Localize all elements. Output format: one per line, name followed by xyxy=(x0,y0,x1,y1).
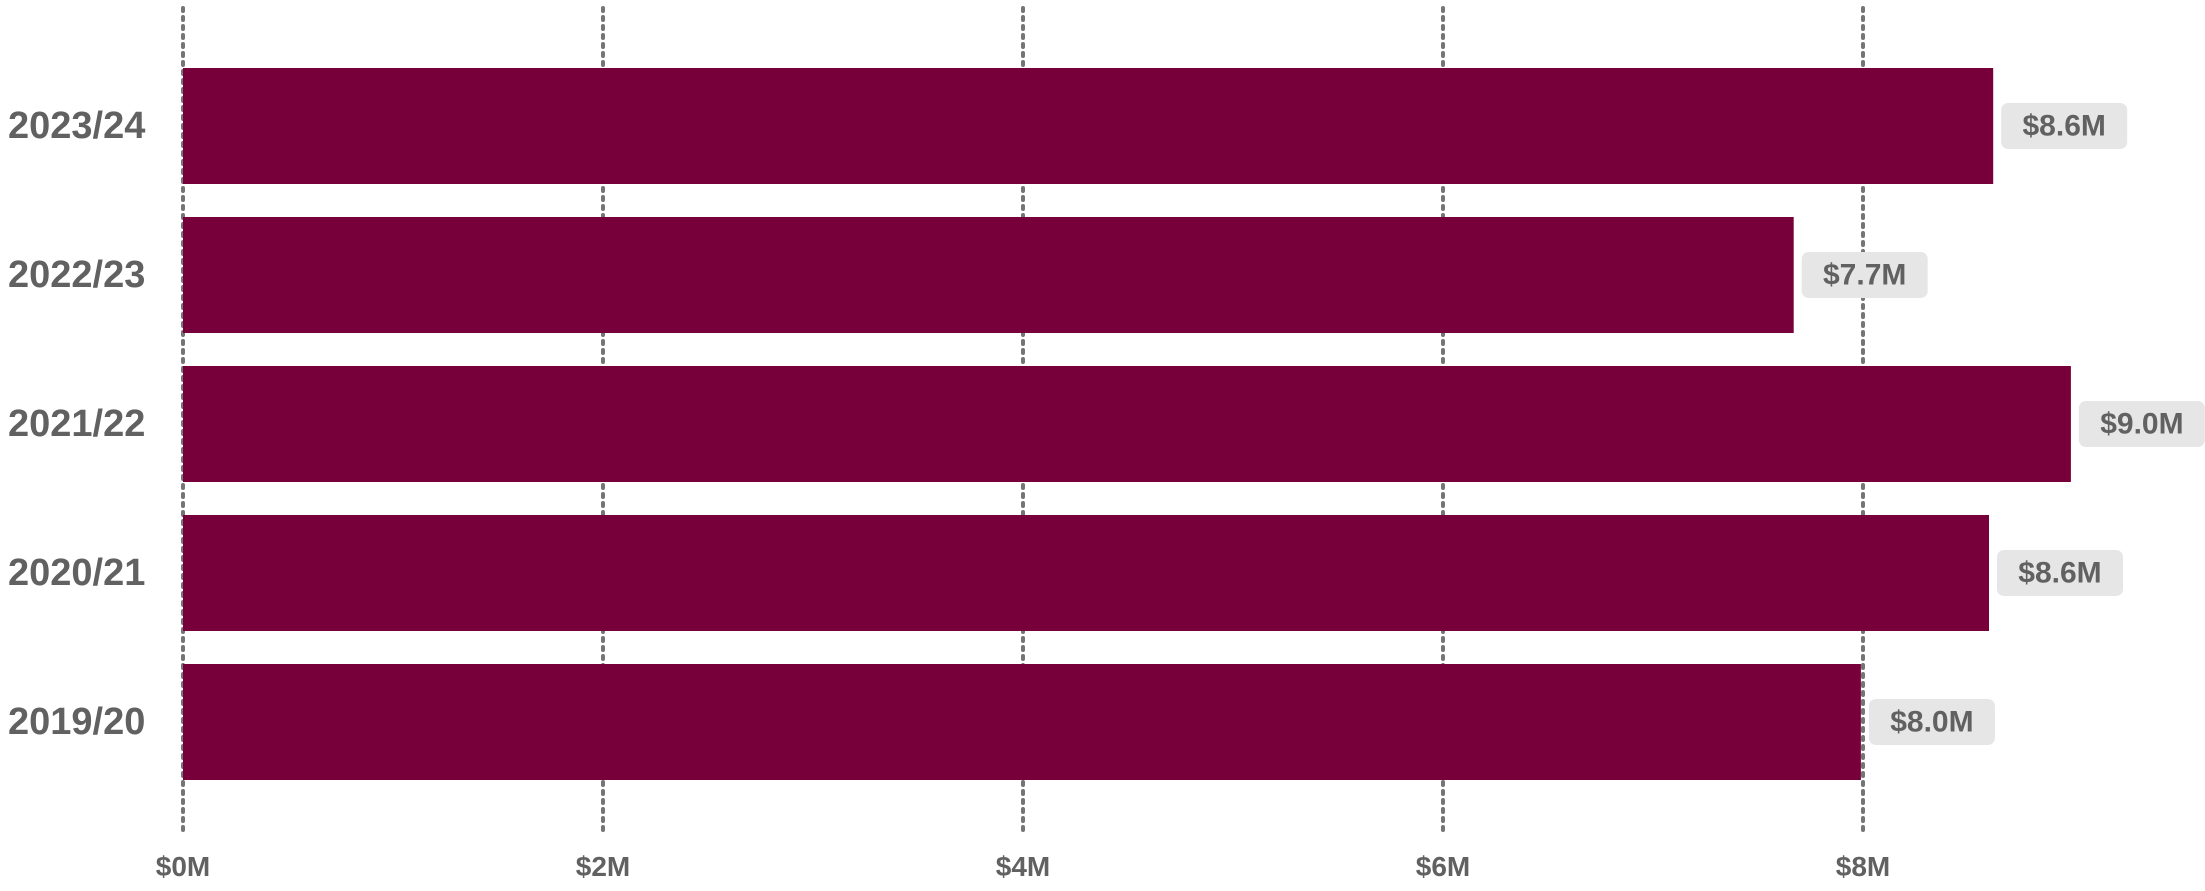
x-tick-label: $4M xyxy=(996,851,1050,882)
data-label-background xyxy=(1997,550,2123,596)
data-label: $7.7M xyxy=(1823,259,1906,292)
bar xyxy=(183,515,1989,631)
data-label-background xyxy=(2001,103,2128,149)
x-tick-label: $8M xyxy=(1836,851,1890,882)
y-axis-categories: 2023/24 2022/23 2021/22 2020/21 2019/20 xyxy=(8,105,145,743)
y-category-label: 2019/20 xyxy=(8,701,145,743)
data-label: $8.0M xyxy=(1890,706,1973,739)
data-label: $8.6M xyxy=(2018,557,2101,590)
data-label: $9.0M xyxy=(2100,408,2183,441)
x-tick-label: $0M xyxy=(156,851,210,882)
x-tick-label: $6M xyxy=(1416,851,1470,882)
bar xyxy=(183,366,2071,482)
data-label: $8.6M xyxy=(2023,110,2106,143)
data-label-background xyxy=(1801,252,1928,298)
data-labels: $8.6M $7.7M $9.0M $8.6M $8.0M xyxy=(1801,103,2205,745)
y-category-label: 2022/23 xyxy=(8,254,145,296)
y-category-label: 2021/22 xyxy=(8,403,145,445)
bar xyxy=(183,664,1861,780)
y-category-label: 2023/24 xyxy=(8,105,145,147)
bars xyxy=(183,68,2071,780)
bar xyxy=(183,68,1994,184)
data-label-background xyxy=(1868,699,1995,745)
y-category-label: 2020/21 xyxy=(8,552,145,594)
x-tick-label: $2M xyxy=(576,851,630,882)
data-label-background xyxy=(2078,401,2205,447)
bar xyxy=(183,217,1794,333)
x-axis-ticks: $0M $2M $4M $6M $8M xyxy=(156,851,1890,882)
